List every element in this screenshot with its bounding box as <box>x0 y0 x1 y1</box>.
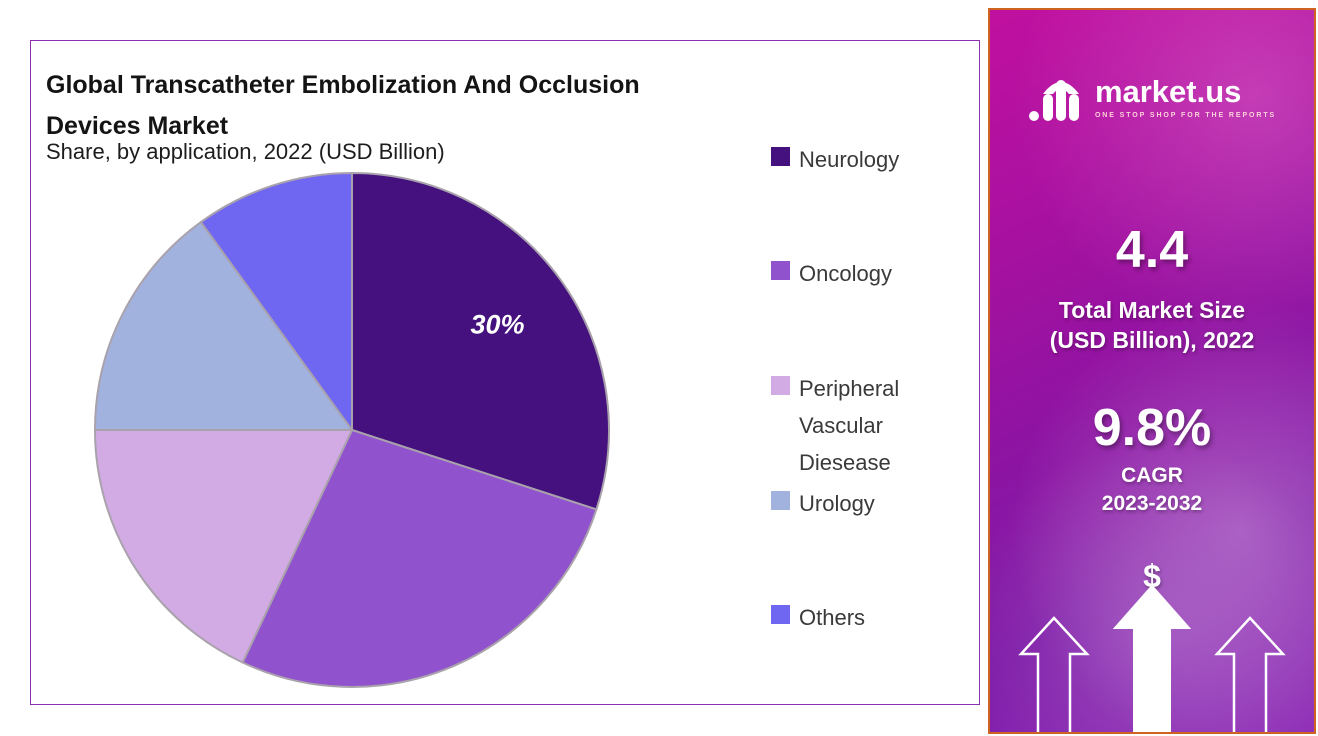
pie-chart-svg: 30% <box>94 172 610 688</box>
market-size-label: Total Market Size (USD Billion), 2022 <box>990 295 1314 355</box>
legend-item-neurology: Neurology <box>771 141 939 178</box>
legend-label: Peripheral Vascular Diesease <box>799 376 900 475</box>
cagr-value: 9.8% <box>1092 399 1212 457</box>
pie-data-label: 30% <box>470 309 524 339</box>
chart-panel: Global Transcatheter Embolization And Oc… <box>30 40 980 705</box>
market-size-label-line1: Total Market Size <box>1058 297 1246 323</box>
legend-swatch <box>771 147 790 166</box>
legend-label: Others <box>799 605 866 630</box>
pie-chart: 30% <box>91 169 613 691</box>
legend-item-urology: Urology <box>771 485 939 522</box>
legend-swatch <box>771 261 790 280</box>
legend-swatch <box>771 605 790 624</box>
legend-item-others: Others <box>771 599 939 636</box>
legend-label: Urology <box>799 491 875 516</box>
pie-slice-neurology <box>351 172 610 511</box>
cagr-label-line2: 2023-2032 <box>1101 492 1203 515</box>
legend-swatch <box>771 376 790 395</box>
legend-label: Oncology <box>799 261 892 286</box>
legend-item-peripheral-vascular-diesease: Peripheral Vascular Diesease <box>771 370 939 481</box>
legend-swatch <box>771 491 790 510</box>
legend-label: Neurology <box>799 147 900 172</box>
side-panel: market.us ONE STOP SHOP FOR THE REPORTS … <box>988 8 1316 734</box>
logo-text-block: market.us ONE STOP SHOP FOR THE REPORTS <box>1095 76 1276 119</box>
marketus-logo: market.us ONE STOP SHOP FOR THE REPORTS <box>990 72 1314 122</box>
chart-subtitle: Share, by application, 2022 (USD Billion… <box>46 139 445 164</box>
chart-title: Global Transcatheter Embolization And Oc… <box>46 65 786 147</box>
chart-title-line2: Devices Market <box>46 112 229 140</box>
market-size-value: 4.4 <box>1115 221 1189 279</box>
legend-item-oncology: Oncology <box>771 255 939 292</box>
logo-tagline: ONE STOP SHOP FOR THE REPORTS <box>1094 111 1277 119</box>
chart-title-line1: Global Transcatheter Embolization And Oc… <box>46 71 640 99</box>
logo-text: market.us <box>1094 73 1242 109</box>
pie-slice-oncology <box>241 429 598 688</box>
pie-slice-others <box>199 172 353 431</box>
growth-arrows-icon <box>990 580 1314 732</box>
pie-slice-urology <box>94 221 353 431</box>
cagr-label: CAGR 2023-2032 <box>990 462 1314 518</box>
pie-slice-peripheral-vascular-diesease <box>94 429 353 664</box>
marketus-logo-icon <box>1028 80 1079 121</box>
dollar-sign: $ <box>1143 558 1161 594</box>
cagr-label-line1: CAGR <box>1121 464 1183 487</box>
market-size-label-line2: (USD Billion), 2022 <box>1049 327 1255 353</box>
legend: Neurology Oncology Peripheral Vascular Die… <box>771 41 971 704</box>
